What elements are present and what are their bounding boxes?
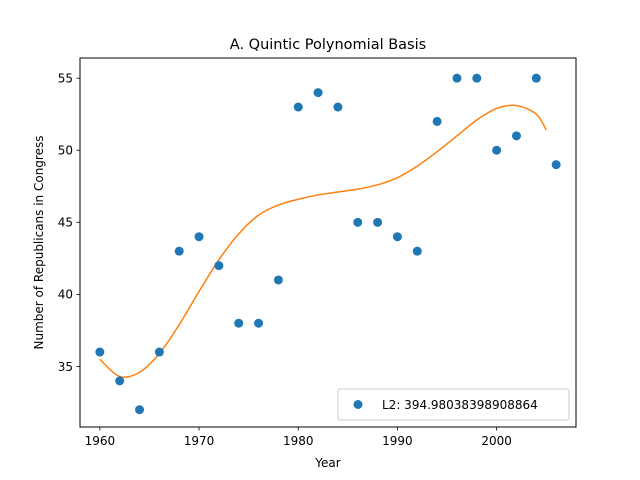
data-point [432, 116, 442, 126]
x-tick-label: 1980 [283, 434, 314, 448]
y-tick-label: 55 [58, 71, 73, 85]
data-point [353, 217, 363, 227]
legend-marker [353, 400, 363, 409]
data-point [194, 232, 204, 242]
data-point [135, 405, 145, 415]
y-tick-label: 40 [58, 288, 73, 302]
data-point [254, 318, 264, 328]
x-tick-label: 2000 [481, 434, 512, 448]
data-point [511, 131, 521, 141]
data-point [333, 102, 343, 112]
axes-frame [79, 57, 577, 428]
x-tick-label: 1970 [184, 434, 215, 448]
data-point [452, 73, 462, 83]
x-tick-label: 1990 [382, 434, 413, 448]
data-point [412, 246, 422, 256]
data-point [472, 73, 482, 83]
data-point [551, 160, 561, 170]
legend: L2: 394.98038398908864 [337, 388, 570, 421]
data-point [174, 246, 184, 256]
data-point [273, 275, 283, 285]
data-point [214, 261, 224, 271]
legend-label: L2: 394.98038398908864 [382, 398, 538, 412]
legend-box [337, 388, 570, 421]
chart-title: A. Quintic Polynomial Basis [230, 37, 426, 53]
data-point [373, 217, 383, 227]
data-point [95, 347, 105, 357]
y-tick-label: 35 [58, 360, 73, 374]
data-point [293, 102, 303, 112]
plot-area [95, 73, 561, 415]
x-tick-label: 1960 [85, 434, 116, 448]
x-axis: 1960 1970 1980 1990 2000 [85, 427, 512, 448]
data-point [531, 73, 541, 83]
data-point [154, 347, 164, 357]
y-tick-label: 50 [58, 144, 73, 158]
data-point [492, 145, 502, 155]
data-point [392, 232, 402, 242]
y-axis-label: Number of Republicans in Congress [32, 136, 46, 350]
y-axis: 35 40 45 50 55 [58, 71, 80, 374]
x-axis-label: Year [314, 456, 340, 470]
y-tick-label: 45 [58, 216, 73, 230]
data-point [313, 88, 323, 98]
data-point [115, 376, 125, 386]
data-point [234, 318, 244, 328]
fit-curve [99, 104, 547, 379]
